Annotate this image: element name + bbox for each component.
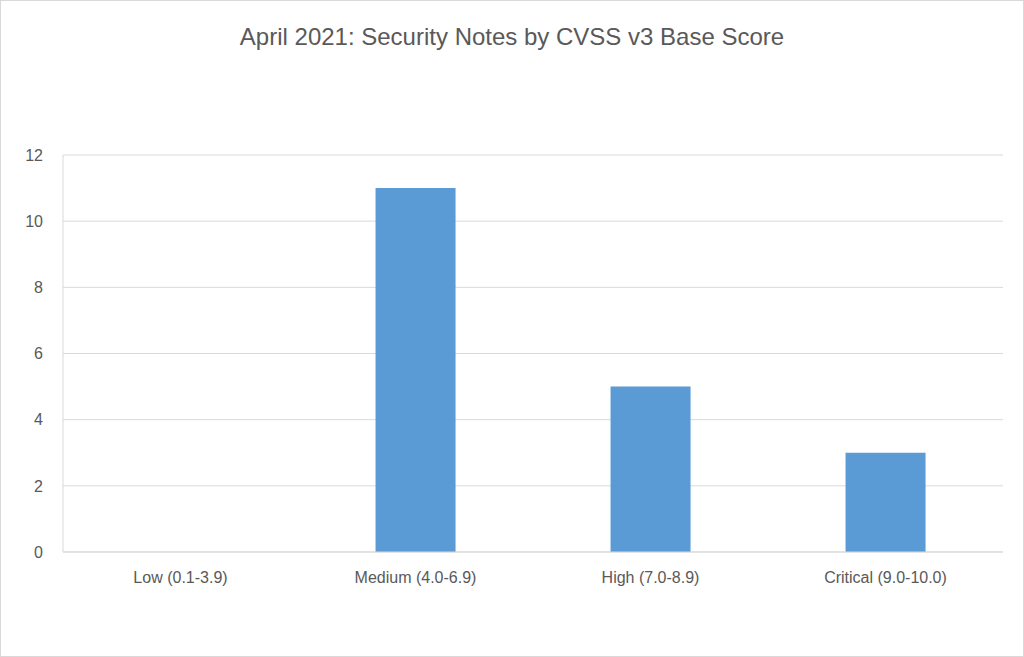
svg-text:High (7.0-8.9): High (7.0-8.9) xyxy=(602,569,700,586)
svg-text:0: 0 xyxy=(34,544,43,561)
svg-text:4: 4 xyxy=(34,411,43,428)
svg-text:Low (0.1-3.9): Low (0.1-3.9) xyxy=(133,569,227,586)
svg-text:2: 2 xyxy=(34,478,43,495)
svg-text:8: 8 xyxy=(34,279,43,296)
svg-text:12: 12 xyxy=(25,147,43,164)
html-text:April 2021: Security Notes by: April 2021: Security Notes by CVSS v3 Ba… xyxy=(239,23,785,50)
svg-text:6: 6 xyxy=(34,345,43,362)
svg-text:Critical (9.0-10.0): Critical (9.0-10.0) xyxy=(824,569,947,586)
svg-text:Medium (4.0-6.9): Medium (4.0-6.9) xyxy=(355,569,477,586)
svg-text:10: 10 xyxy=(25,213,43,230)
